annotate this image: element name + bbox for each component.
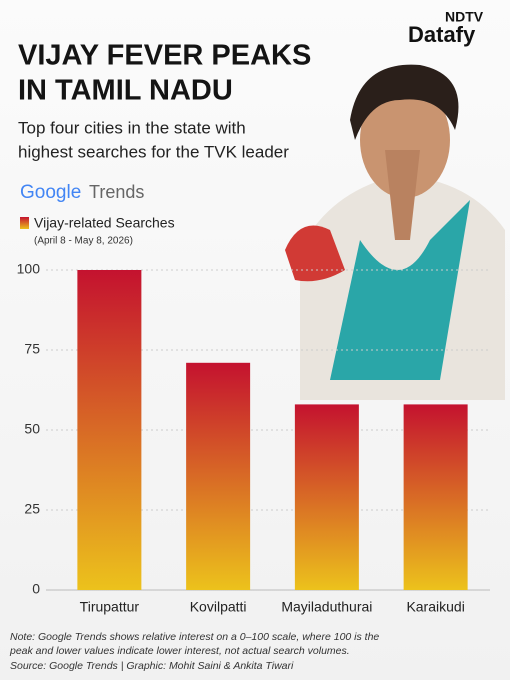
title-line: VIJAY FEVER PEAKS	[18, 40, 311, 72]
brand-bottom: Datafy	[408, 22, 476, 47]
note-line: peak and lower values indicate lower int…	[9, 645, 350, 657]
subtitle-line: Top four cities in the state with	[18, 118, 246, 137]
x-tick-label: Mayiladuthurai	[281, 599, 372, 615]
portrait	[285, 64, 505, 400]
x-tick-label: Karaikudi	[406, 599, 464, 615]
source: Source: Google Trends | Graphic: Mohit S…	[10, 660, 294, 672]
brand-top: NDTV	[445, 9, 484, 25]
y-tick-label: 100	[17, 261, 41, 277]
y-tick-label: 50	[24, 421, 40, 437]
x-tick-label: Tirupattur	[80, 599, 140, 615]
legend-swatch	[20, 217, 29, 229]
x-tick-label: Kovilpatti	[190, 599, 247, 615]
bar	[294, 404, 359, 590]
bar	[403, 404, 468, 590]
logo-product: Trends	[89, 182, 144, 202]
date-range: (April 8 - May 8, 2026)	[34, 236, 133, 247]
subtitle-line: highest searches for the TVK leader	[18, 142, 289, 161]
bar	[186, 362, 251, 590]
legend-label: Vijay-related Searches	[34, 215, 175, 231]
logo-brand: Google	[20, 182, 81, 203]
y-tick-label: 0	[32, 581, 40, 597]
y-tick-label: 25	[24, 501, 40, 517]
y-tick-label: 75	[24, 341, 40, 357]
title-line: IN TAMIL NADU	[18, 75, 233, 107]
bar	[77, 270, 142, 590]
note-line: Note: Google Trends shows relative inter…	[10, 631, 379, 643]
